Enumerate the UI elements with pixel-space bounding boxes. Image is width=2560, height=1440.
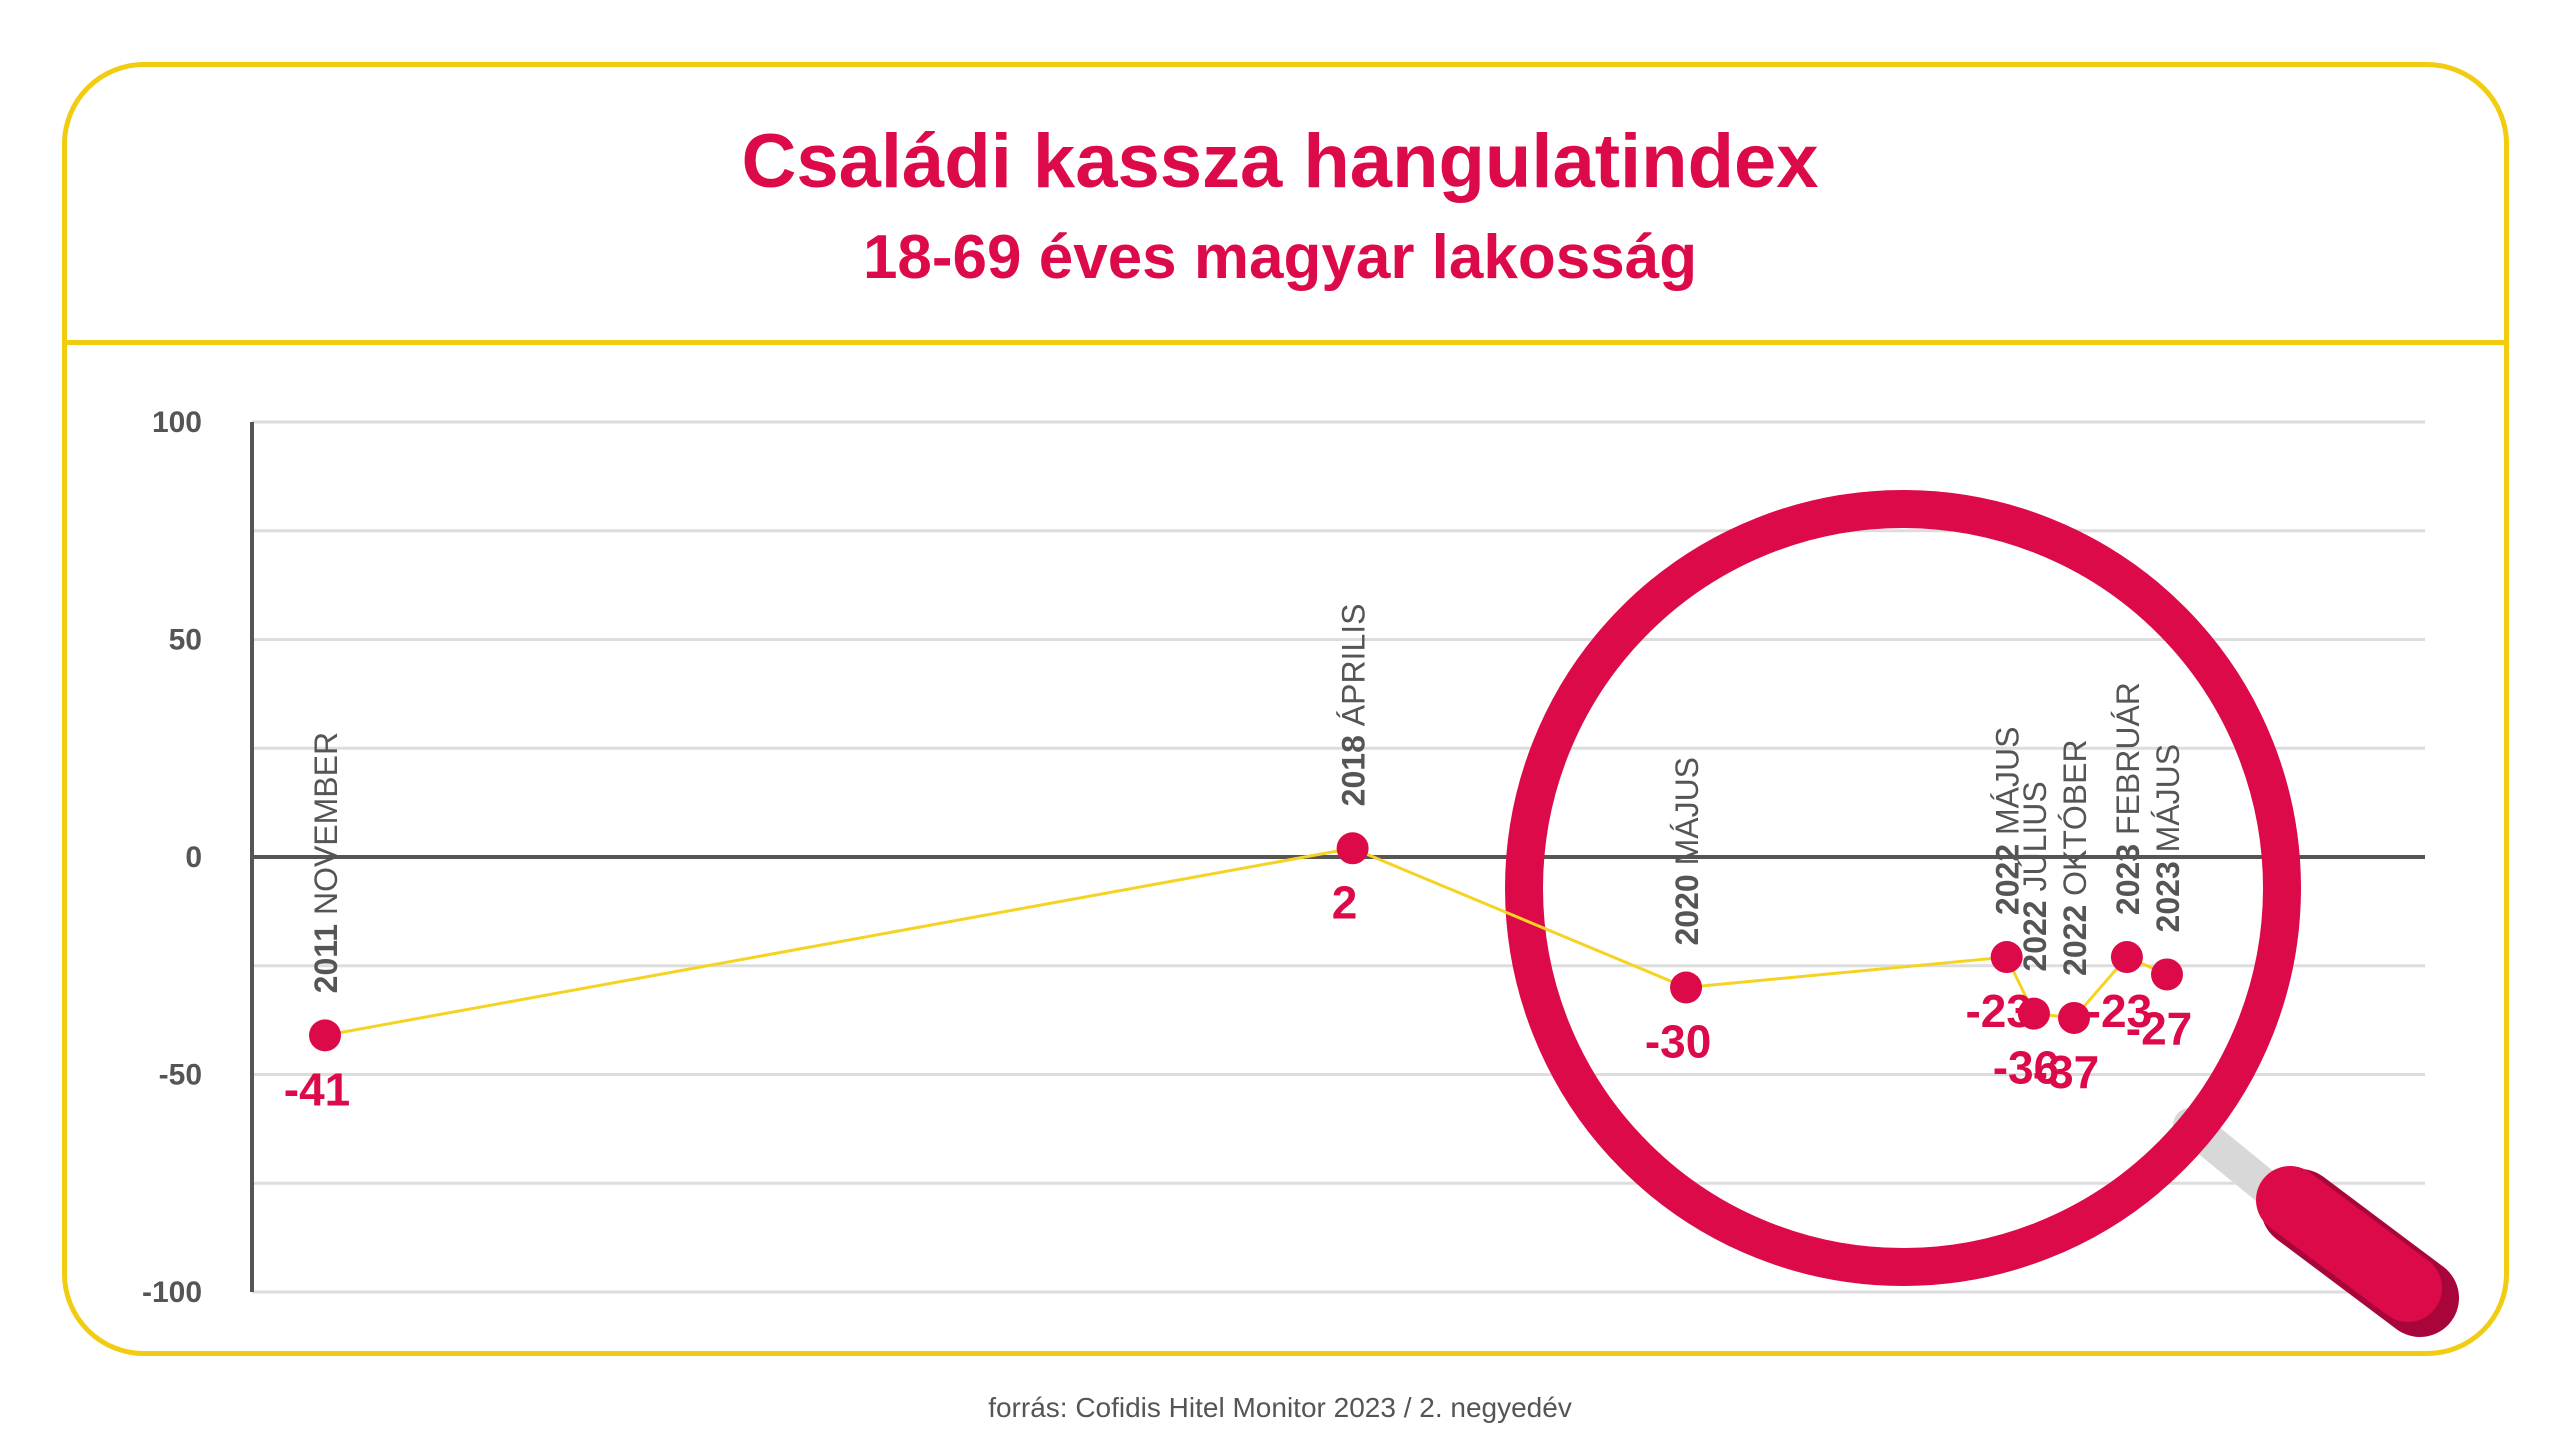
y-tick-label: 0: [185, 841, 202, 874]
data-point: [2017, 997, 2050, 1030]
value-label: -23: [1965, 985, 2031, 1037]
date-label: 2011 NOVEMBER: [308, 732, 344, 993]
magnifier-handle: [2256, 1166, 2442, 1322]
date-label: 2020 MÁJUS: [1669, 757, 1705, 946]
date-label-month: ÁPRILIS: [1336, 604, 1372, 736]
data-point: [2110, 941, 2143, 974]
date-label-month: MÁJUS: [1669, 757, 1705, 874]
value-label: -37: [2033, 1046, 2099, 1098]
date-label-year: 2023: [2150, 861, 2186, 932]
value-label: -41: [284, 1063, 350, 1115]
date-label-year: 2022: [1990, 844, 2026, 915]
date-label-month: JÚLIUS: [2017, 781, 2053, 900]
data-point: [1670, 971, 1703, 1004]
date-label-year: 2020: [1669, 874, 1705, 945]
y-tick-label: 50: [169, 624, 202, 657]
date-label-month: FEBRUÁR: [2110, 682, 2146, 844]
value-labels: -412-30-23-36-37-23-27: [284, 876, 2192, 1115]
magnifier-ring: [1505, 490, 2301, 1286]
date-label-year: 2011: [308, 924, 344, 993]
date-label-year: 2022: [2017, 900, 2053, 971]
y-tick-labels: 100 50 0 -50 -100: [142, 406, 202, 1309]
chart-subtitle: 18-69 éves magyar lakosság: [862, 223, 1698, 292]
value-label: -27: [2126, 1002, 2192, 1054]
date-label: 2022 OKTÓBER: [2057, 739, 2093, 976]
y-tick-label: -100: [142, 1276, 202, 1309]
grid-lines: [252, 420, 2425, 1294]
source-note: forrás: Cofidis Hitel Monitor 2023 / 2. …: [988, 1392, 1572, 1423]
date-label: 2022 MÁJUS: [1990, 727, 2026, 916]
date-label-year: 2018: [1336, 735, 1372, 806]
value-label: -23: [2086, 985, 2152, 1037]
value-label: -36: [1993, 1042, 2059, 1094]
chart-title: Családi kassza hangulatindex: [741, 119, 1819, 204]
value-label: -30: [1645, 1016, 1711, 1068]
axes: [250, 422, 2425, 1292]
data-point: [309, 1019, 341, 1052]
date-label-year: 2022: [2057, 905, 2093, 976]
date-label-month: OKTÓBER: [2057, 739, 2093, 904]
data-point: [1336, 832, 1369, 865]
y-tick-label: -50: [159, 1059, 202, 1092]
series-line: [324, 846, 2168, 1037]
date-label-year: 2023: [2110, 844, 2146, 915]
date-label: 2023 MÁJUS: [2150, 744, 2186, 933]
date-label-month: MÁJUS: [2150, 744, 2186, 861]
data-point: [1990, 941, 2023, 974]
date-label-month: NOVEMBER: [308, 732, 344, 924]
value-label: 2: [1332, 876, 1358, 928]
y-tick-label: 100: [152, 406, 202, 439]
data-points: [309, 832, 2183, 1052]
magnifier-icon: [1505, 490, 2459, 1337]
date-label-month: MÁJUS: [1990, 727, 2026, 844]
date-label: 2022 JÚLIUS: [2017, 781, 2053, 971]
series-polyline: [324, 846, 2168, 1037]
date-label: 2018 ÁPRILIS: [1336, 604, 1372, 807]
data-point: [2058, 1001, 2091, 1034]
data-point: [2151, 958, 2183, 991]
header-divider: [62, 340, 2509, 345]
date-label: 2023 FEBRUÁR: [2110, 682, 2146, 915]
chart-frame: [62, 62, 2509, 1356]
